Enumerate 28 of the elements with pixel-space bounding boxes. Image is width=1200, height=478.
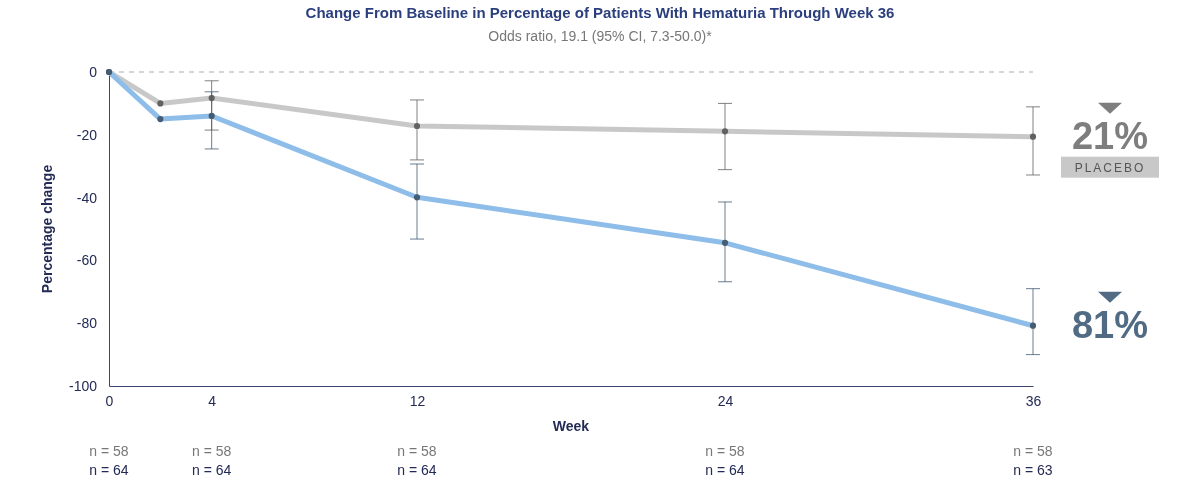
x-axis-title: Week (552, 418, 590, 434)
text: n = 64 (397, 462, 437, 478)
text: n = 58 (705, 443, 745, 459)
text: n = 58 (89, 443, 129, 459)
y-tick-label: -100 (68, 377, 98, 394)
x-tick-label: 36 (1025, 392, 1042, 409)
y-axis-title: Percentage change (39, 164, 55, 294)
x-tick-label: 24 (717, 392, 734, 409)
text: n = 58 (397, 443, 437, 459)
text: n = 64 (705, 462, 745, 478)
text: n = 58 (192, 443, 232, 459)
y-tick-label: -40 (76, 189, 98, 206)
y-tick-label: 0 (89, 63, 98, 80)
text: n = 58 (1013, 443, 1053, 459)
y-tick-label: -80 (76, 315, 98, 332)
text: n = 64 (89, 462, 129, 478)
annotation: 81% (1071, 303, 1149, 346)
x-tick-label: 12 (409, 392, 426, 409)
chart-title: Change From Baseline in Percentage of Patients With Hematuria Through Week 36 (305, 4, 895, 21)
annotation: 21% (1071, 114, 1149, 157)
x-tick-label: 4 (208, 392, 217, 409)
text: n = 63 (1013, 462, 1053, 478)
chart-subtitle: Odds ratio, 19.1 (95% CI, 7.3-50.0)* (488, 28, 713, 44)
text: PLACEBO (1074, 160, 1146, 175)
y-tick-label: -20 (76, 126, 98, 143)
text: n = 64 (192, 462, 232, 478)
y-tick-label: -60 (76, 252, 98, 269)
x-tick-label: 0 (105, 392, 114, 409)
